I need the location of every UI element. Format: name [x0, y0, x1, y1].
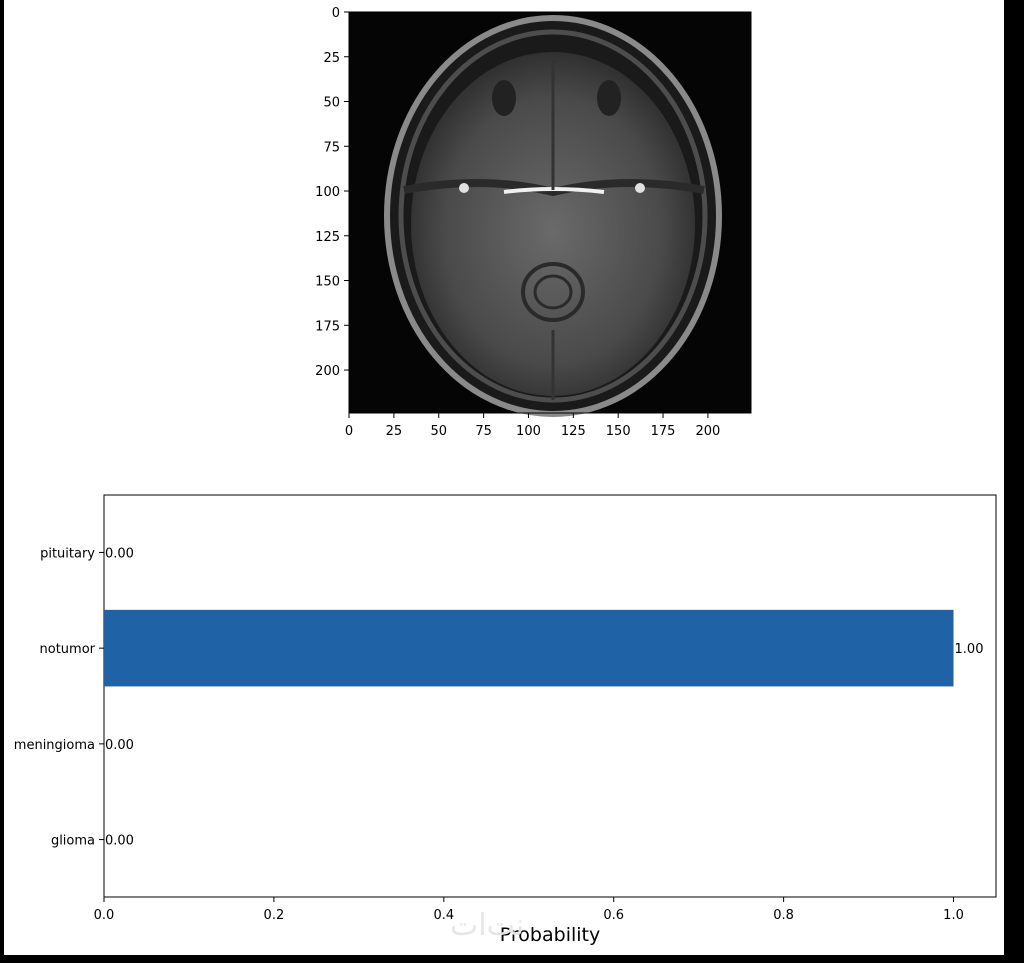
mri-x-tick-label: 125: [561, 424, 586, 439]
bar-x-tick-label: 0.6: [603, 908, 624, 923]
bar-value-label-pituitary: 0.00: [105, 546, 134, 561]
mri-x-tick-label: 75: [475, 424, 492, 439]
bar-value-labels: 0.00 0.00 1.00 0.00: [105, 546, 983, 848]
category-label-pituitary: pituitary: [40, 546, 95, 561]
mri-x-tick-label: 0: [345, 424, 353, 439]
probability-chart: 0.00 0.00 1.00 0.00 glioma meningioma notumor…: [14, 494, 997, 946]
bar-value-label-meningioma: 0.00: [105, 738, 134, 753]
mri-y-axis: 0 25 50 75 100 125 150 175 200: [315, 6, 349, 379]
mri-x-tick-label: 25: [386, 424, 403, 439]
watermark: نت‌ات: [450, 908, 525, 943]
mri-brain-scan: [384, 15, 722, 417]
mri-panel: 0 25 50 75 100 125 150 175 200 0 25 50 75 100 125 150 1…: [315, 6, 752, 439]
bar-x-tick-label: 0.0: [94, 908, 115, 923]
bar-value-label-glioma: 0.00: [105, 834, 134, 849]
mri-x-tick-label: 100: [516, 424, 541, 439]
bar-x-tick-label: 0.4: [433, 908, 454, 923]
bar-x-axis: 0.0 0.2 0.4 0.6 0.8 1.0: [94, 897, 964, 923]
mri-y-tick-label: 125: [315, 230, 340, 245]
bar-x-tick-label: 0.8: [773, 908, 794, 923]
mri-axes-frame: [348, 11, 752, 414]
bar-category-axis: glioma meningioma notumor pituitary: [14, 546, 104, 849]
bar-notumor: [104, 609, 954, 687]
mri-x-tick-label: 200: [696, 424, 721, 439]
mri-y-tick-label: 0: [332, 6, 340, 21]
bars: [104, 609, 954, 687]
category-label-glioma: glioma: [51, 834, 95, 849]
figure: 0 25 50 75 100 125 150 175 200 0 25 50 75 100 125 150 1…: [4, 0, 1004, 955]
mri-y-tick-label: 50: [323, 96, 340, 111]
bar-x-tick-label: 0.2: [264, 908, 285, 923]
category-label-meningioma: meningioma: [14, 738, 95, 753]
figure-canvas: 0 25 50 75 100 125 150 175 200 0 25 50 75 100 125 150 1…: [14, 6, 997, 946]
mri-x-tick-label: 150: [606, 424, 631, 439]
mri-y-tick-label: 75: [323, 140, 340, 155]
mri-x-tick-label: 50: [430, 424, 447, 439]
mri-y-tick-label: 175: [315, 319, 340, 334]
bar-value-label-notumor: 1.00: [955, 642, 984, 657]
mri-x-tick-label: 175: [651, 424, 676, 439]
bar-chart-frame: [103, 494, 997, 898]
mri-y-tick-label: 200: [315, 364, 340, 379]
mri-y-tick-label: 150: [315, 275, 340, 290]
category-label-notumor: notumor: [40, 642, 96, 657]
bar-x-tick-label: 1.0: [943, 908, 964, 923]
mri-x-axis: 0 25 50 75 100 125 150 175 200: [345, 413, 720, 439]
x-axis-label: Probability: [500, 924, 600, 946]
mri-y-tick-label: 25: [323, 51, 340, 66]
mri-y-tick-label: 100: [315, 185, 340, 200]
